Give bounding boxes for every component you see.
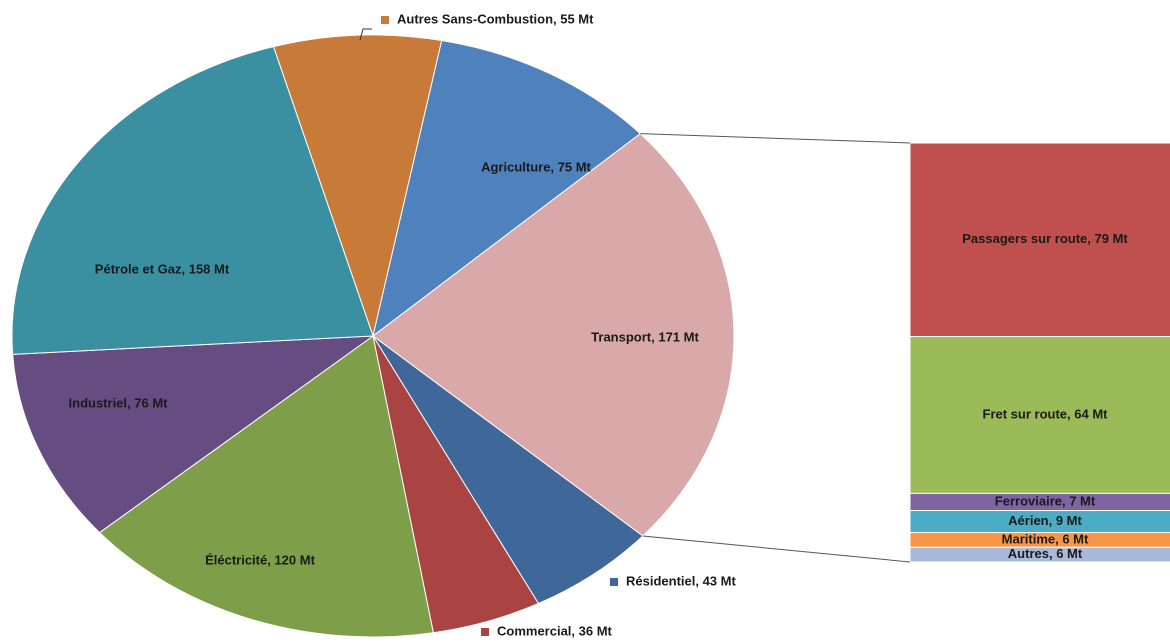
slice-label: Agriculture, 75 Mt bbox=[481, 159, 591, 174]
pie-slice bbox=[372, 133, 735, 537]
pie-slice bbox=[372, 335, 644, 605]
slice-label: Pétrole et Gaz, 158 Mt bbox=[95, 261, 230, 276]
pie-slice bbox=[11, 46, 374, 355]
pie-slice bbox=[272, 34, 443, 338]
bar-label: Fret sur route, 64 Mt bbox=[983, 406, 1109, 421]
pie-slice bbox=[12, 335, 375, 534]
pie-slice bbox=[372, 39, 642, 338]
slice-label: Industriel, 76 Mt bbox=[69, 395, 169, 410]
legend-swatch bbox=[381, 16, 389, 24]
pie-slice bbox=[98, 335, 434, 638]
slice-label: Transport, 171 Mt bbox=[591, 329, 699, 344]
slice-label: Éléctricité, 120 Mt bbox=[205, 552, 315, 567]
bar-label: Maritime, 6 Mt bbox=[1002, 531, 1089, 546]
bar-segment bbox=[909, 546, 1170, 563]
slice-label: Commercial, 36 Mt bbox=[497, 623, 613, 638]
bar-label: Ferroviaire, 7 Mt bbox=[995, 493, 1096, 508]
slice-label: Autres Sans-Combustion, 55 Mt bbox=[397, 11, 594, 26]
connector bbox=[642, 535, 911, 563]
leader-line bbox=[359, 28, 372, 41]
connector bbox=[640, 133, 911, 144]
bar-label: Aérien, 9 Mt bbox=[1008, 513, 1082, 528]
bar-segment bbox=[909, 142, 1170, 338]
bar-label: Autres, 6 Mt bbox=[1008, 546, 1083, 561]
bar-label: Passagers sur route, 79 Mt bbox=[962, 231, 1128, 246]
legend-swatch bbox=[610, 578, 618, 586]
slice-label: Résidentiel, 43 Mt bbox=[626, 573, 736, 588]
legend-swatch bbox=[481, 628, 489, 636]
